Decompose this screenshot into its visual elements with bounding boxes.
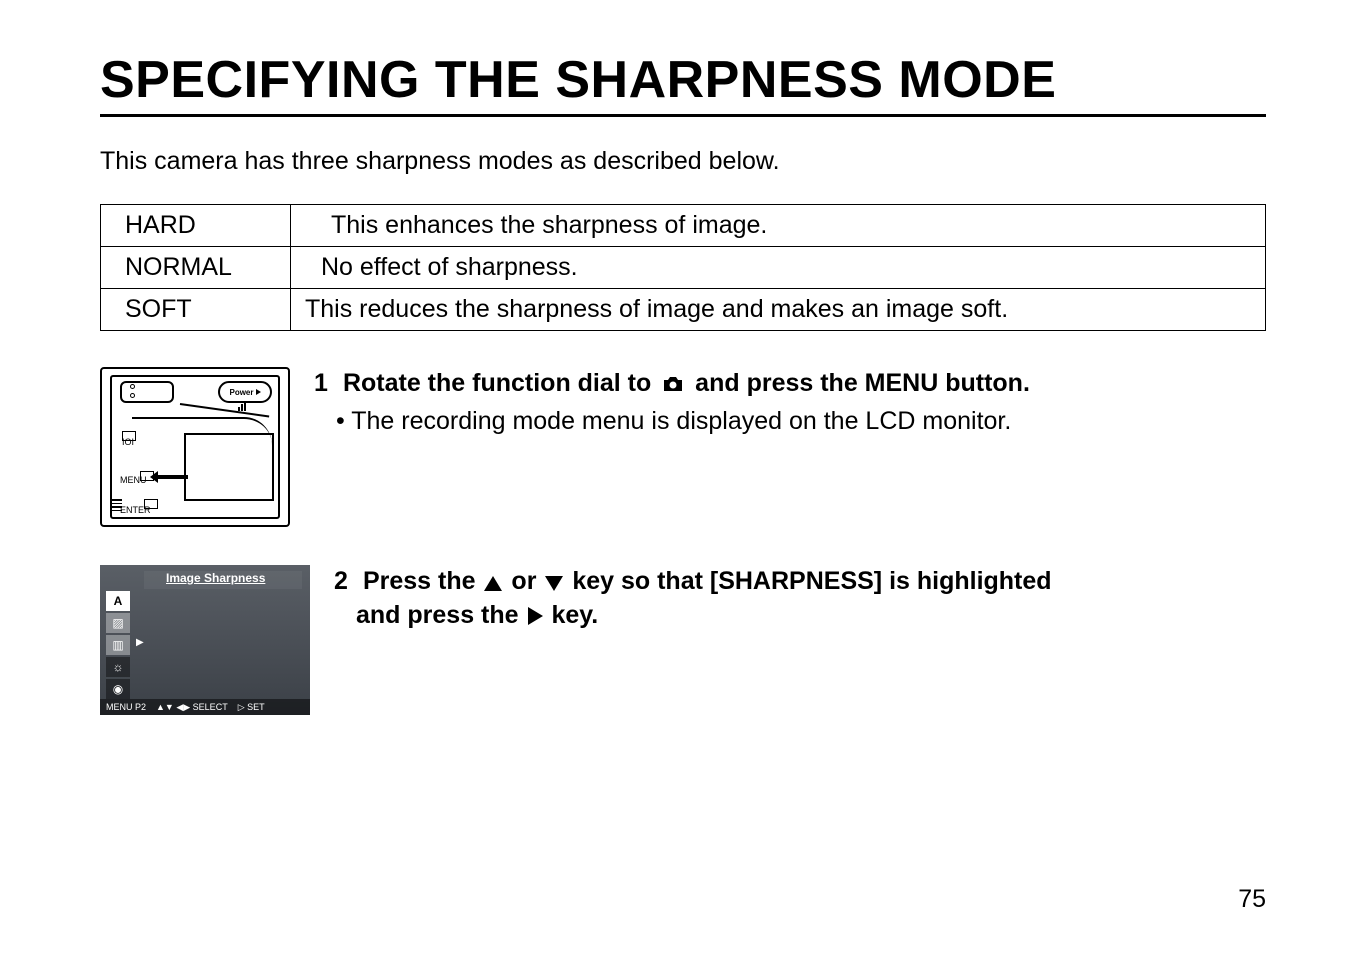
step-2-heading: 2 Press the or key so that [SHARPNESS] i… [334,565,1266,599]
up-arrow-icon [484,576,502,591]
step-text: key. [551,601,598,629]
step-text: Press the [363,567,483,595]
step-1-heading: 1 Rotate the function dial to and press … [314,367,1266,401]
mode-name: NORMAL [101,247,291,289]
page: SPECIFYING THE SHARPNESS MODE This camer… [0,0,1346,954]
page-title: SPECIFYING THE SHARPNESS MODE [100,50,1266,110]
camera-diagram: Power IOI MENU ENTER [100,367,290,527]
lcd-footer: MENU P2 ▲▼ ◀▶ SELECT ▷ SET [100,699,310,715]
footer-select: ▲▼ ◀▶ SELECT [156,702,228,713]
mode-desc: This reduces the sharpness of image and … [291,289,1266,331]
step-number: 2 [334,565,356,599]
sidebar-item: ◉ [106,679,130,699]
lcd-screenshot: Image Sharpness A ▨ ▥ ☼ ◉ ▶ MENU P2 ▲▼ ◀… [100,565,310,715]
sidebar-item: A [106,591,130,611]
intro-text: This camera has three sharpness modes as… [100,147,1266,176]
table-row: SOFT This reduces the sharpness of image… [101,289,1266,331]
step-text: or [511,567,543,595]
disp-label: IOI [122,437,134,447]
step-1-sub: The recording mode menu is displayed on … [336,407,1266,436]
lcd-title: Image Sharpness [166,571,265,585]
step-number: 1 [314,367,336,401]
step-2-heading-cont: and press the key. [356,599,1266,633]
mode-desc: No effect of sharpness. [291,247,1266,289]
title-rule [100,114,1266,117]
step-2: Image Sharpness A ▨ ▥ ☼ ◉ ▶ MENU P2 ▲▼ ◀… [100,565,1266,715]
sidebar-item: ▨ [106,613,130,633]
step-1: Power IOI MENU ENTER 1 Rotate the functi… [100,367,1266,527]
enter-label: ENTER [120,505,151,515]
power-label: Power [218,381,272,403]
footer-set: ▷ SET [238,702,265,713]
lcd-sidebar: A ▨ ▥ ☼ ◉ [106,591,134,701]
down-arrow-icon [545,576,563,591]
power-text: Power [229,388,253,397]
step-text: and press the [356,601,526,629]
mode-desc: This enhances the sharpness of image. [291,205,1266,247]
step-text: Rotate the function dial to [343,369,658,397]
table-row: NORMAL No effect of sharpness. [101,247,1266,289]
page-number: 75 [1238,885,1266,914]
mode-name: HARD [101,205,291,247]
step-text: key so that [SHARPNESS] is highlighted [572,567,1051,595]
right-arrow-icon [528,607,543,625]
step-text: and press the MENU button. [695,369,1030,397]
sidebar-item: ☼ [106,657,130,677]
menu-label: MENU [120,475,147,485]
arrow-icon [156,475,188,479]
caret-icon: ▶ [136,637,144,648]
footer-menu: MENU P2 [106,702,146,712]
sidebar-item: ▥ [106,635,130,655]
camera-mode-icon [660,370,686,390]
table-row: HARD This enhances the sharpness of imag… [101,205,1266,247]
sharpness-modes-table: HARD This enhances the sharpness of imag… [100,204,1266,331]
mode-name: SOFT [101,289,291,331]
